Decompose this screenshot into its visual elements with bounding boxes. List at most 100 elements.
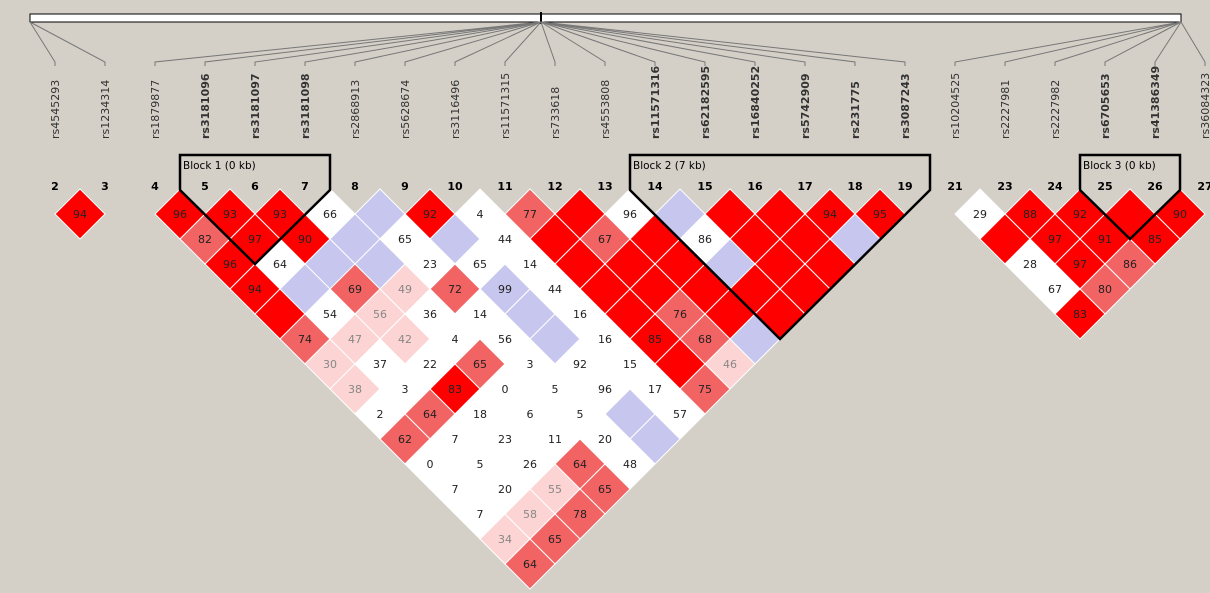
snp-index-label: 2 bbox=[51, 180, 59, 193]
ld-value-label: 3 bbox=[402, 383, 409, 396]
ld-value-label: 69 bbox=[348, 283, 362, 296]
haplotype-block: Block 2 (7 kb) bbox=[628, 153, 932, 341]
snp-index-label: 5 bbox=[201, 180, 209, 193]
ld-value-label: 16 bbox=[598, 333, 612, 346]
snp-connector-line bbox=[504, 21, 542, 66]
ld-value-label: 96 bbox=[598, 383, 612, 396]
ld-value-label: 5 bbox=[577, 408, 584, 421]
block-outline bbox=[628, 153, 932, 341]
ld-value-label: 75 bbox=[698, 383, 712, 396]
ld-value-label: 16 bbox=[573, 308, 587, 321]
ld-value-label: 97 bbox=[248, 233, 262, 246]
snp-rsid-label: rs6705653 bbox=[1099, 73, 1112, 139]
ld-value-label: 92 bbox=[1073, 208, 1087, 221]
ld-value-label: 7 bbox=[477, 508, 484, 521]
snp-rsid-label: rs1879877 bbox=[149, 80, 162, 139]
snp-connector-line bbox=[1180, 21, 1206, 66]
haplotype-block: Block 1 (0 kb) bbox=[178, 153, 332, 266]
snp-index-label: 9 bbox=[401, 180, 409, 193]
snp-index-label: 21 bbox=[947, 180, 962, 193]
snp-connector-line bbox=[540, 21, 706, 66]
ld-cell-diamond bbox=[54, 188, 106, 240]
ld-value-label: 72 bbox=[448, 283, 462, 296]
ld-value-label: 93 bbox=[223, 208, 237, 221]
ld-value-label: 67 bbox=[598, 233, 612, 246]
ld-value-label: 0 bbox=[427, 458, 434, 471]
ld-value-label: 2 bbox=[377, 408, 384, 421]
position-ruler bbox=[29, 12, 1206, 66]
ld-value-label: 65 bbox=[548, 533, 562, 546]
snp-index-label: 6 bbox=[251, 180, 259, 193]
ld-value-label: 11 bbox=[548, 433, 562, 446]
ld-value-label: 15 bbox=[623, 358, 637, 371]
ld-value-label: 56 bbox=[373, 308, 387, 321]
snp-rsid-label: rs3181097 bbox=[249, 73, 262, 139]
snp-index-label: 23 bbox=[997, 180, 1012, 193]
ld-value-label: 77 bbox=[523, 208, 537, 221]
ld-value-label: 49 bbox=[398, 283, 412, 296]
ld-cell-diamond bbox=[504, 538, 556, 590]
ld-value-label: 65 bbox=[598, 483, 612, 496]
ld-value-label: 38 bbox=[348, 383, 362, 396]
snp-connector-line bbox=[954, 21, 1182, 66]
snp-connector-line bbox=[404, 21, 542, 66]
ld-value-label: 93 bbox=[273, 208, 287, 221]
ld-value-label: 44 bbox=[498, 233, 512, 246]
ld-value-label: 85 bbox=[1148, 233, 1162, 246]
snp-index-label: 24 bbox=[1047, 180, 1063, 193]
block-label: Block 2 (7 kb) bbox=[633, 160, 706, 172]
ld-value-label: 96 bbox=[173, 208, 187, 221]
block-label: Block 1 (0 kb) bbox=[183, 160, 256, 172]
snp-index-label: 11 bbox=[497, 180, 512, 193]
ld-value-label: 55 bbox=[548, 483, 562, 496]
ld-value-label: 54 bbox=[323, 308, 337, 321]
snp-connector-line bbox=[29, 21, 106, 66]
ld-value-label: 65 bbox=[398, 233, 412, 246]
snp-rsid-label: rs5628674 bbox=[399, 80, 412, 139]
snp-connector-line bbox=[1104, 21, 1182, 66]
ld-value-label: 74 bbox=[298, 333, 312, 346]
ld-value-label: 64 bbox=[523, 558, 537, 571]
block-label: Block 3 (0 kb) bbox=[1083, 160, 1156, 172]
snp-rsid-label: rs3087243 bbox=[899, 73, 912, 139]
snp-index-label: 12 bbox=[547, 180, 562, 193]
ld-value-label: 14 bbox=[473, 308, 487, 321]
ld-value-label: 90 bbox=[298, 233, 312, 246]
ld-value-label: 85 bbox=[648, 333, 662, 346]
snp-connector-line bbox=[540, 21, 906, 66]
ld-value-label: 64 bbox=[573, 458, 587, 471]
snp-index-label: 15 bbox=[697, 180, 712, 193]
snp-rsid-label: rs5742909 bbox=[799, 73, 812, 139]
ld-value-label: 36 bbox=[423, 308, 437, 321]
ld-value-label: 97 bbox=[1048, 233, 1062, 246]
ld-value-label: 44 bbox=[548, 283, 562, 296]
ld-value-label: 48 bbox=[623, 458, 637, 471]
snp-connector-line bbox=[1154, 21, 1182, 66]
ld-value-label: 82 bbox=[198, 233, 212, 246]
snp-connector-line bbox=[1004, 21, 1182, 66]
snp-rsid-label: rs10204525 bbox=[949, 73, 962, 139]
ld-value-label: 22 bbox=[423, 358, 437, 371]
snp-index-label: 25 bbox=[1097, 180, 1112, 193]
haplotype-blocks: Block 1 (0 kb) Block 2 (7 kb) Block 3 (0 k… bbox=[178, 153, 1182, 341]
ld-value-label: 47 bbox=[348, 333, 362, 346]
ld-value-label: 17 bbox=[648, 383, 662, 396]
snp-index-label: 13 bbox=[597, 180, 612, 193]
snp-rsid-label: rs3181096 bbox=[199, 73, 212, 139]
ld-value-label: 46 bbox=[723, 358, 737, 371]
ld-value-label: 96 bbox=[223, 258, 237, 271]
ld-value-label: 18 bbox=[473, 408, 487, 421]
ld-cell-diamond bbox=[1054, 288, 1106, 340]
snp-connector-line bbox=[540, 21, 806, 66]
ld-value-label: 83 bbox=[448, 383, 462, 396]
snp-index-label: 19 bbox=[897, 180, 912, 193]
ld-value-label: 23 bbox=[423, 258, 437, 271]
block-outline bbox=[1078, 153, 1182, 241]
ld-value-label: 23 bbox=[498, 433, 512, 446]
snp-index-label: 3 bbox=[101, 180, 109, 193]
ld-value-label: 86 bbox=[698, 233, 712, 246]
snp-rsid-label: rs36084323 bbox=[1199, 73, 1210, 139]
ld-value-label: 62 bbox=[398, 433, 412, 446]
snp-connector-line bbox=[354, 21, 542, 66]
